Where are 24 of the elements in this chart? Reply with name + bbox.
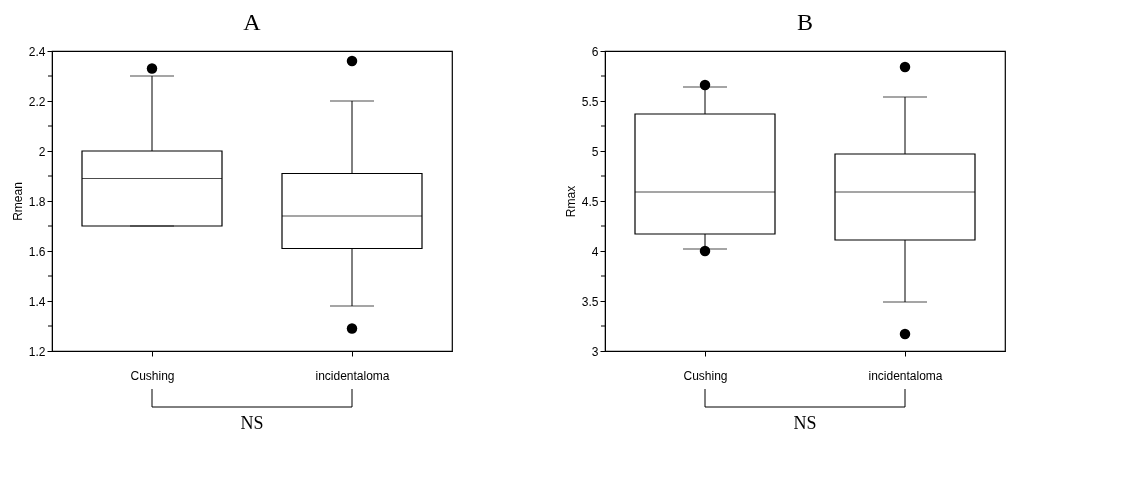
y-tick-label: 2 (38, 144, 46, 159)
x-tick-label: Cushing (683, 368, 728, 383)
y-tick-label: 1.6 (28, 244, 46, 259)
y-tick-label: 5 (591, 144, 599, 159)
y-tick-label: 2.4 (28, 44, 46, 59)
y-tick-label: 4 (591, 244, 599, 259)
x-tick-label: incidentaloma (868, 368, 943, 383)
y-axis-title: Rmean (10, 182, 25, 221)
x-tick-label: Cushing (130, 368, 175, 383)
y-tick-label: 4.5 (581, 194, 599, 209)
y-tick-label: 1.4 (28, 294, 46, 309)
y-tick-label: 2.2 (28, 94, 46, 109)
y-tick-label: 3 (591, 344, 599, 359)
x-tick-label: incidentaloma (315, 368, 390, 383)
chart-title: B (796, 9, 814, 35)
text: 1.2 (28, 344, 46, 359)
chart-title: A (243, 9, 262, 35)
text: NS (240, 413, 264, 433)
y-tick-label: 5.5 (581, 94, 599, 109)
y-tick-label: 1.8 (28, 194, 46, 209)
y-tick-label: 3.5 (581, 294, 599, 309)
y-tick-label: 6 (591, 44, 599, 59)
y-axis-title: Rmax (563, 185, 578, 218)
text: NS (793, 413, 817, 433)
